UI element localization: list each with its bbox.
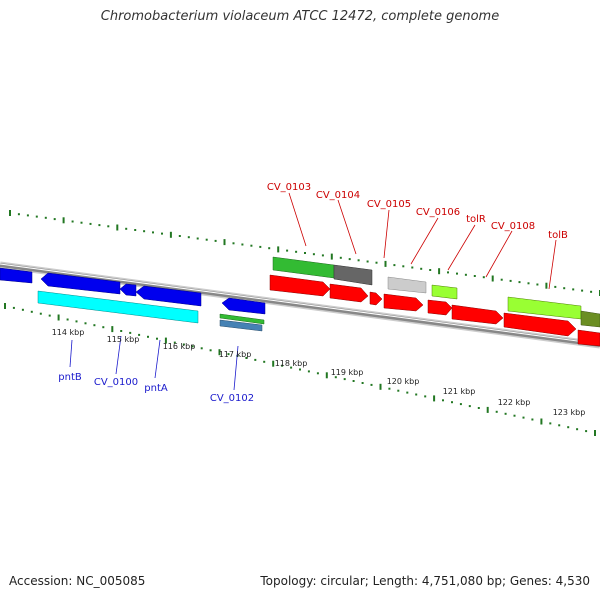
kbp-label-116: 116 kbp (163, 342, 196, 351)
kbp-label-122: 122 kbp (498, 398, 531, 407)
lower-gene-labels: pntB CV_0100 pntA CV_0102 (58, 372, 254, 404)
gene-feature-CV_0108[interactable] (451, 304, 504, 325)
leader-line-CV_0104 (337, 199, 357, 255)
kbp-label-118: 118 kbp (275, 359, 308, 368)
upper-gene-labels: CV_0103 CV_0104 CV_0105 CV_0106 tolR CV_… (267, 182, 568, 241)
kbp-label-121: 121 kbp (443, 387, 476, 396)
genome-backbone (0, 261, 600, 349)
darkgray-region-upper[interactable] (333, 264, 373, 286)
lightgray-region[interactable] (387, 276, 427, 294)
green-region-upper[interactable] (272, 256, 335, 279)
gene-feature-CV_0102[interactable] (221, 297, 266, 315)
topology-label: Topology: circular; Length: 4,751,080 bp… (260, 574, 590, 588)
kbp-label-119: 119 kbp (331, 368, 364, 377)
leader-line-tolR (447, 224, 476, 271)
backbone-highlight (0, 263, 600, 345)
kbp-label-115: 115 kbp (107, 335, 140, 344)
upper-tick-ruler (9, 210, 600, 296)
kbp-label-120: 120 kbp (387, 377, 420, 386)
upper-leader-lines (288, 192, 557, 290)
gene-label-CV_0105[interactable]: CV_0105 (367, 199, 411, 210)
gene-label-CV_0103[interactable]: CV_0103 (267, 182, 311, 193)
kbp-scale-labels: 114 kbp 115 kbp 116 kbp 117 kbp 118 kbp … (52, 328, 586, 417)
gene-features (0, 256, 600, 347)
leader-line-tolB (548, 239, 557, 290)
gene-feature-tolB[interactable] (503, 312, 577, 337)
gene-label-pntB[interactable]: pntB (58, 372, 82, 383)
gene-feature-tolR[interactable] (427, 299, 453, 316)
gene-feature-CV_0106[interactable] (383, 293, 424, 312)
gene-feature-pntB-partial[interactable] (0, 267, 33, 284)
leader-line-CV_0102 (233, 345, 239, 391)
gene-feature-pntB[interactable] (40, 272, 121, 295)
gene-feature-pntA[interactable] (135, 285, 202, 307)
gene-feature-CV_0104[interactable] (329, 283, 369, 303)
kbp-label-114: 114 kbp (52, 328, 85, 337)
kbp-label-123: 123 kbp (553, 408, 586, 417)
gene-label-tolR[interactable]: tolR (466, 214, 486, 225)
steelblue-region-small[interactable] (219, 319, 263, 332)
gene-label-CV_0100[interactable]: CV_0100 (94, 377, 138, 388)
backbone-line (0, 263, 600, 347)
gene-label-CV_0108[interactable]: CV_0108 (491, 221, 535, 232)
leader-line-CV_0105 (383, 209, 390, 259)
gene-feature-CV_0103[interactable] (269, 274, 331, 297)
leader-line-pntA (154, 339, 161, 379)
gene-label-CV_0104[interactable]: CV_0104 (316, 190, 360, 201)
accession-label: Accession: NC_005085 (9, 574, 146, 588)
gene-label-CV_0106[interactable]: CV_0106 (416, 207, 460, 218)
lime-region-small[interactable] (431, 284, 458, 300)
leader-line-CV_0100 (115, 335, 122, 375)
leader-line-CV_0103 (288, 192, 307, 247)
leader-line-CV_0106 (410, 217, 439, 265)
gene-label-CV_0102[interactable]: CV_0102 (210, 393, 254, 404)
gene-feature-CV_0105[interactable] (369, 291, 383, 306)
leader-line-pntB (69, 339, 73, 368)
gene-label-pntA[interactable]: pntA (144, 383, 168, 394)
gene-label-tolB[interactable]: tolB (548, 230, 568, 241)
kbp-label-117: 117 kbp (219, 350, 252, 359)
olive-region[interactable] (580, 310, 600, 328)
green-region-small[interactable] (219, 313, 265, 325)
gene-feature-partial-right[interactable] (577, 329, 600, 347)
lower-leader-lines (69, 335, 239, 391)
lower-tick-ruler (4, 303, 596, 436)
gene-feature-CV_0100[interactable] (119, 283, 137, 297)
cyan-region[interactable] (37, 290, 199, 324)
leader-line-CV_0108 (485, 230, 513, 278)
map-title: Chromobacterium violaceum ATCC 12472, co… (100, 9, 500, 24)
